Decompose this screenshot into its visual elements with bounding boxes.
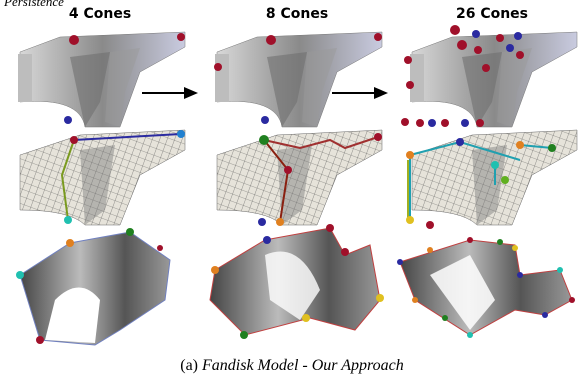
model <box>17 25 578 128</box>
caption-text: Fandisk Model - Our Approach <box>201 357 404 374</box>
mesh-model <box>19 129 578 229</box>
cropped-text: Persistence <box>3 0 64 9</box>
column-title: 8 Cones <box>266 6 328 22</box>
caption: (a) Fandisk Model - Our Approach <box>180 357 404 374</box>
parameterization <box>16 224 575 346</box>
column-title: 4 Cones <box>69 6 131 22</box>
column-title: 26 Cones <box>456 6 528 22</box>
caption-label: (a) <box>180 357 198 374</box>
